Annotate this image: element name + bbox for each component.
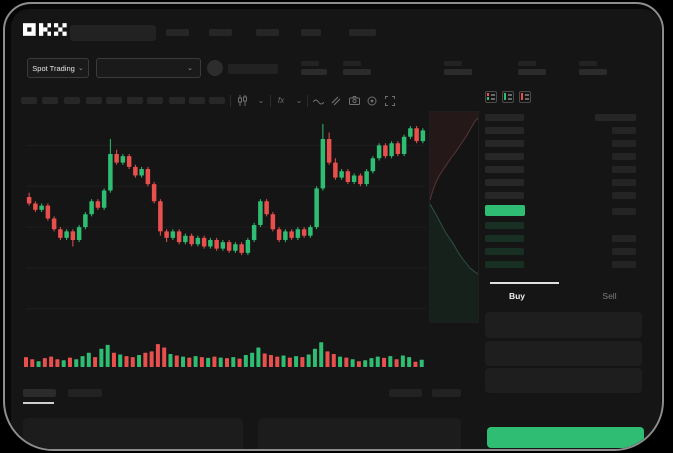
timeframe-button[interactable] xyxy=(147,97,163,104)
timeframe-button[interactable] xyxy=(64,97,80,104)
search-input[interactable] xyxy=(70,25,156,41)
fullscreen-icon[interactable] xyxy=(383,94,397,107)
ask-amount-placeholder xyxy=(612,179,636,186)
ask-price-placeholder[interactable] xyxy=(485,153,524,160)
timeframe-button[interactable] xyxy=(42,97,58,104)
tab-sell[interactable]: Sell xyxy=(563,287,656,305)
timeframe-button[interactable] xyxy=(127,97,143,104)
ask-amount-placeholder xyxy=(612,166,636,173)
orders-panel-placeholder xyxy=(258,418,461,449)
market-type-dropdown[interactable]: Spot Trading ⌄ xyxy=(27,58,89,78)
nav-item-placeholder[interactable] xyxy=(209,29,232,36)
coin-avatar xyxy=(207,60,223,76)
draw-tools-icon[interactable] xyxy=(329,94,343,107)
last-price-badge xyxy=(485,205,525,216)
timeframe-button[interactable] xyxy=(86,97,102,104)
logo-letter-x xyxy=(54,23,68,36)
okx-logo xyxy=(23,23,68,37)
buy-tab-indicator xyxy=(490,282,559,284)
ask-price-placeholder[interactable] xyxy=(485,140,524,147)
logo-letter-o xyxy=(23,23,36,36)
pair-selector-dropdown[interactable]: ⌄ xyxy=(96,58,201,78)
ask-price-placeholder[interactable] xyxy=(485,179,524,186)
chevron-down-icon: ⌄ xyxy=(187,64,193,72)
bid-price-placeholder[interactable] xyxy=(485,235,524,242)
active-tab-underline xyxy=(23,402,54,404)
orderbook-price-header xyxy=(485,114,524,121)
right-panel: Buy Sell xyxy=(471,87,656,449)
bid-amount-placeholder xyxy=(612,235,636,242)
sell-tab-label: Sell xyxy=(602,291,617,301)
nav-item-placeholder[interactable] xyxy=(349,29,376,36)
nav-item-placeholder[interactable] xyxy=(166,29,189,36)
indicators-icon[interactable]: fx xyxy=(277,96,285,105)
ask-amount-placeholder xyxy=(612,192,636,199)
logo-letter-k xyxy=(38,23,52,36)
timeframe-button[interactable] xyxy=(209,97,225,104)
candles-icon[interactable] xyxy=(235,94,249,107)
orderbook-amount-header xyxy=(595,114,636,121)
orderbook-asks-view-icon[interactable] xyxy=(519,91,531,103)
total-input[interactable] xyxy=(485,368,642,393)
nav-item-placeholder[interactable] xyxy=(256,29,279,36)
pair-name-placeholder xyxy=(228,64,278,74)
bottom-tab[interactable] xyxy=(68,389,102,397)
market-type-label: Spot Trading xyxy=(32,63,75,73)
alert-icon[interactable] xyxy=(365,94,379,107)
ask-amount-placeholder xyxy=(612,127,636,134)
chevron-down-icon: ⌄ xyxy=(77,64,84,72)
timeframe-button[interactable] xyxy=(189,97,205,104)
ask-price-placeholder[interactable] xyxy=(485,127,524,134)
ask-price-placeholder[interactable] xyxy=(485,166,524,173)
tab-buy[interactable]: Buy xyxy=(471,287,563,305)
timeframe-button[interactable] xyxy=(169,97,185,104)
chevron-down-icon[interactable]: ⌄ xyxy=(257,96,265,105)
ask-amount-placeholder xyxy=(612,140,636,147)
bid-price-placeholder[interactable] xyxy=(485,261,524,268)
orderbook-bids-view-icon[interactable] xyxy=(502,91,514,103)
amount-input[interactable] xyxy=(485,341,642,366)
orderbook-combined-view-icon[interactable] xyxy=(485,91,497,103)
bottom-link[interactable] xyxy=(432,389,461,397)
bid-price-placeholder[interactable] xyxy=(485,248,524,255)
buy-tab-label: Buy xyxy=(508,291,526,301)
toolbar-divider xyxy=(230,95,231,107)
app-window: Spot Trading ⌄ ⌄ xyxy=(11,9,661,449)
depth-map xyxy=(429,111,479,323)
ask-price-placeholder[interactable] xyxy=(485,192,524,199)
bottom-tab-active[interactable] xyxy=(23,389,56,397)
device-frame: Spot Trading ⌄ ⌄ xyxy=(3,2,664,451)
ask-amount-placeholder xyxy=(612,153,636,160)
camera-icon[interactable] xyxy=(347,94,361,107)
line-style-icon[interactable] xyxy=(311,94,325,107)
toolbar-divider xyxy=(270,95,271,107)
chevron-down-icon[interactable]: ⌄ xyxy=(295,96,303,105)
timeframe-button[interactable] xyxy=(106,97,122,104)
orders-panel-placeholder xyxy=(23,418,243,449)
bid-amount-placeholder xyxy=(612,261,636,268)
ask-amount-placeholder xyxy=(612,208,636,215)
candlestick-chart[interactable] xyxy=(26,111,426,326)
toolbar-divider xyxy=(307,95,308,107)
bottom-link[interactable] xyxy=(389,389,422,397)
buy-submit-button[interactable] xyxy=(487,427,644,448)
price-input[interactable] xyxy=(485,312,642,338)
nav-item-placeholder[interactable] xyxy=(301,29,321,36)
bid-price-placeholder[interactable] xyxy=(485,222,524,229)
timeframe-button[interactable] xyxy=(21,97,37,104)
bid-amount-placeholder xyxy=(612,248,636,255)
volume-chart xyxy=(23,337,425,367)
